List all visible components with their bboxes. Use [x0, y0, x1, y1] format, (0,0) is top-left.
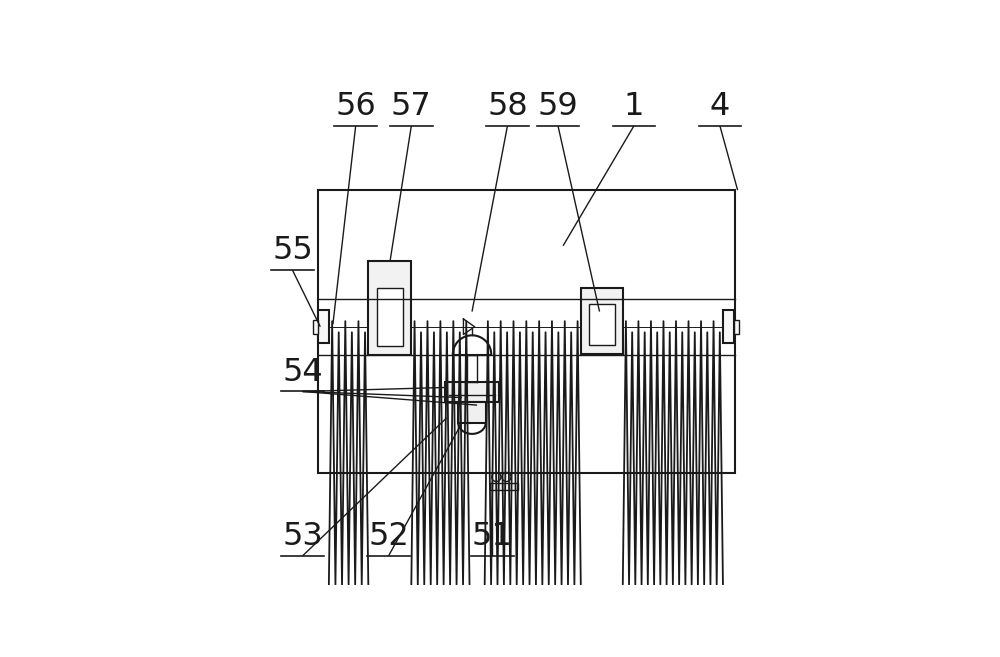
Bar [490, 482, 518, 490]
Text: 52: 52 [368, 521, 409, 552]
Bar [589, 304, 615, 345]
Text: 59: 59 [538, 91, 578, 122]
Text: 57: 57 [391, 91, 432, 122]
Text: 54: 54 [282, 357, 323, 388]
Text: 51: 51 [472, 521, 513, 552]
Bar [313, 320, 318, 334]
Text: 56: 56 [335, 91, 376, 122]
Text: 4: 4 [710, 91, 730, 122]
Bar [723, 310, 734, 343]
Bar [318, 190, 735, 474]
Bar [734, 320, 739, 334]
Text: 55: 55 [272, 235, 313, 266]
Bar [445, 382, 499, 401]
Text: 58: 58 [487, 91, 528, 122]
Text: 53: 53 [282, 521, 323, 552]
Bar [368, 261, 411, 355]
Bar [318, 310, 329, 343]
Bar [581, 288, 623, 353]
Text: 1: 1 [624, 91, 644, 122]
Bar [458, 401, 486, 423]
Bar [377, 288, 403, 346]
